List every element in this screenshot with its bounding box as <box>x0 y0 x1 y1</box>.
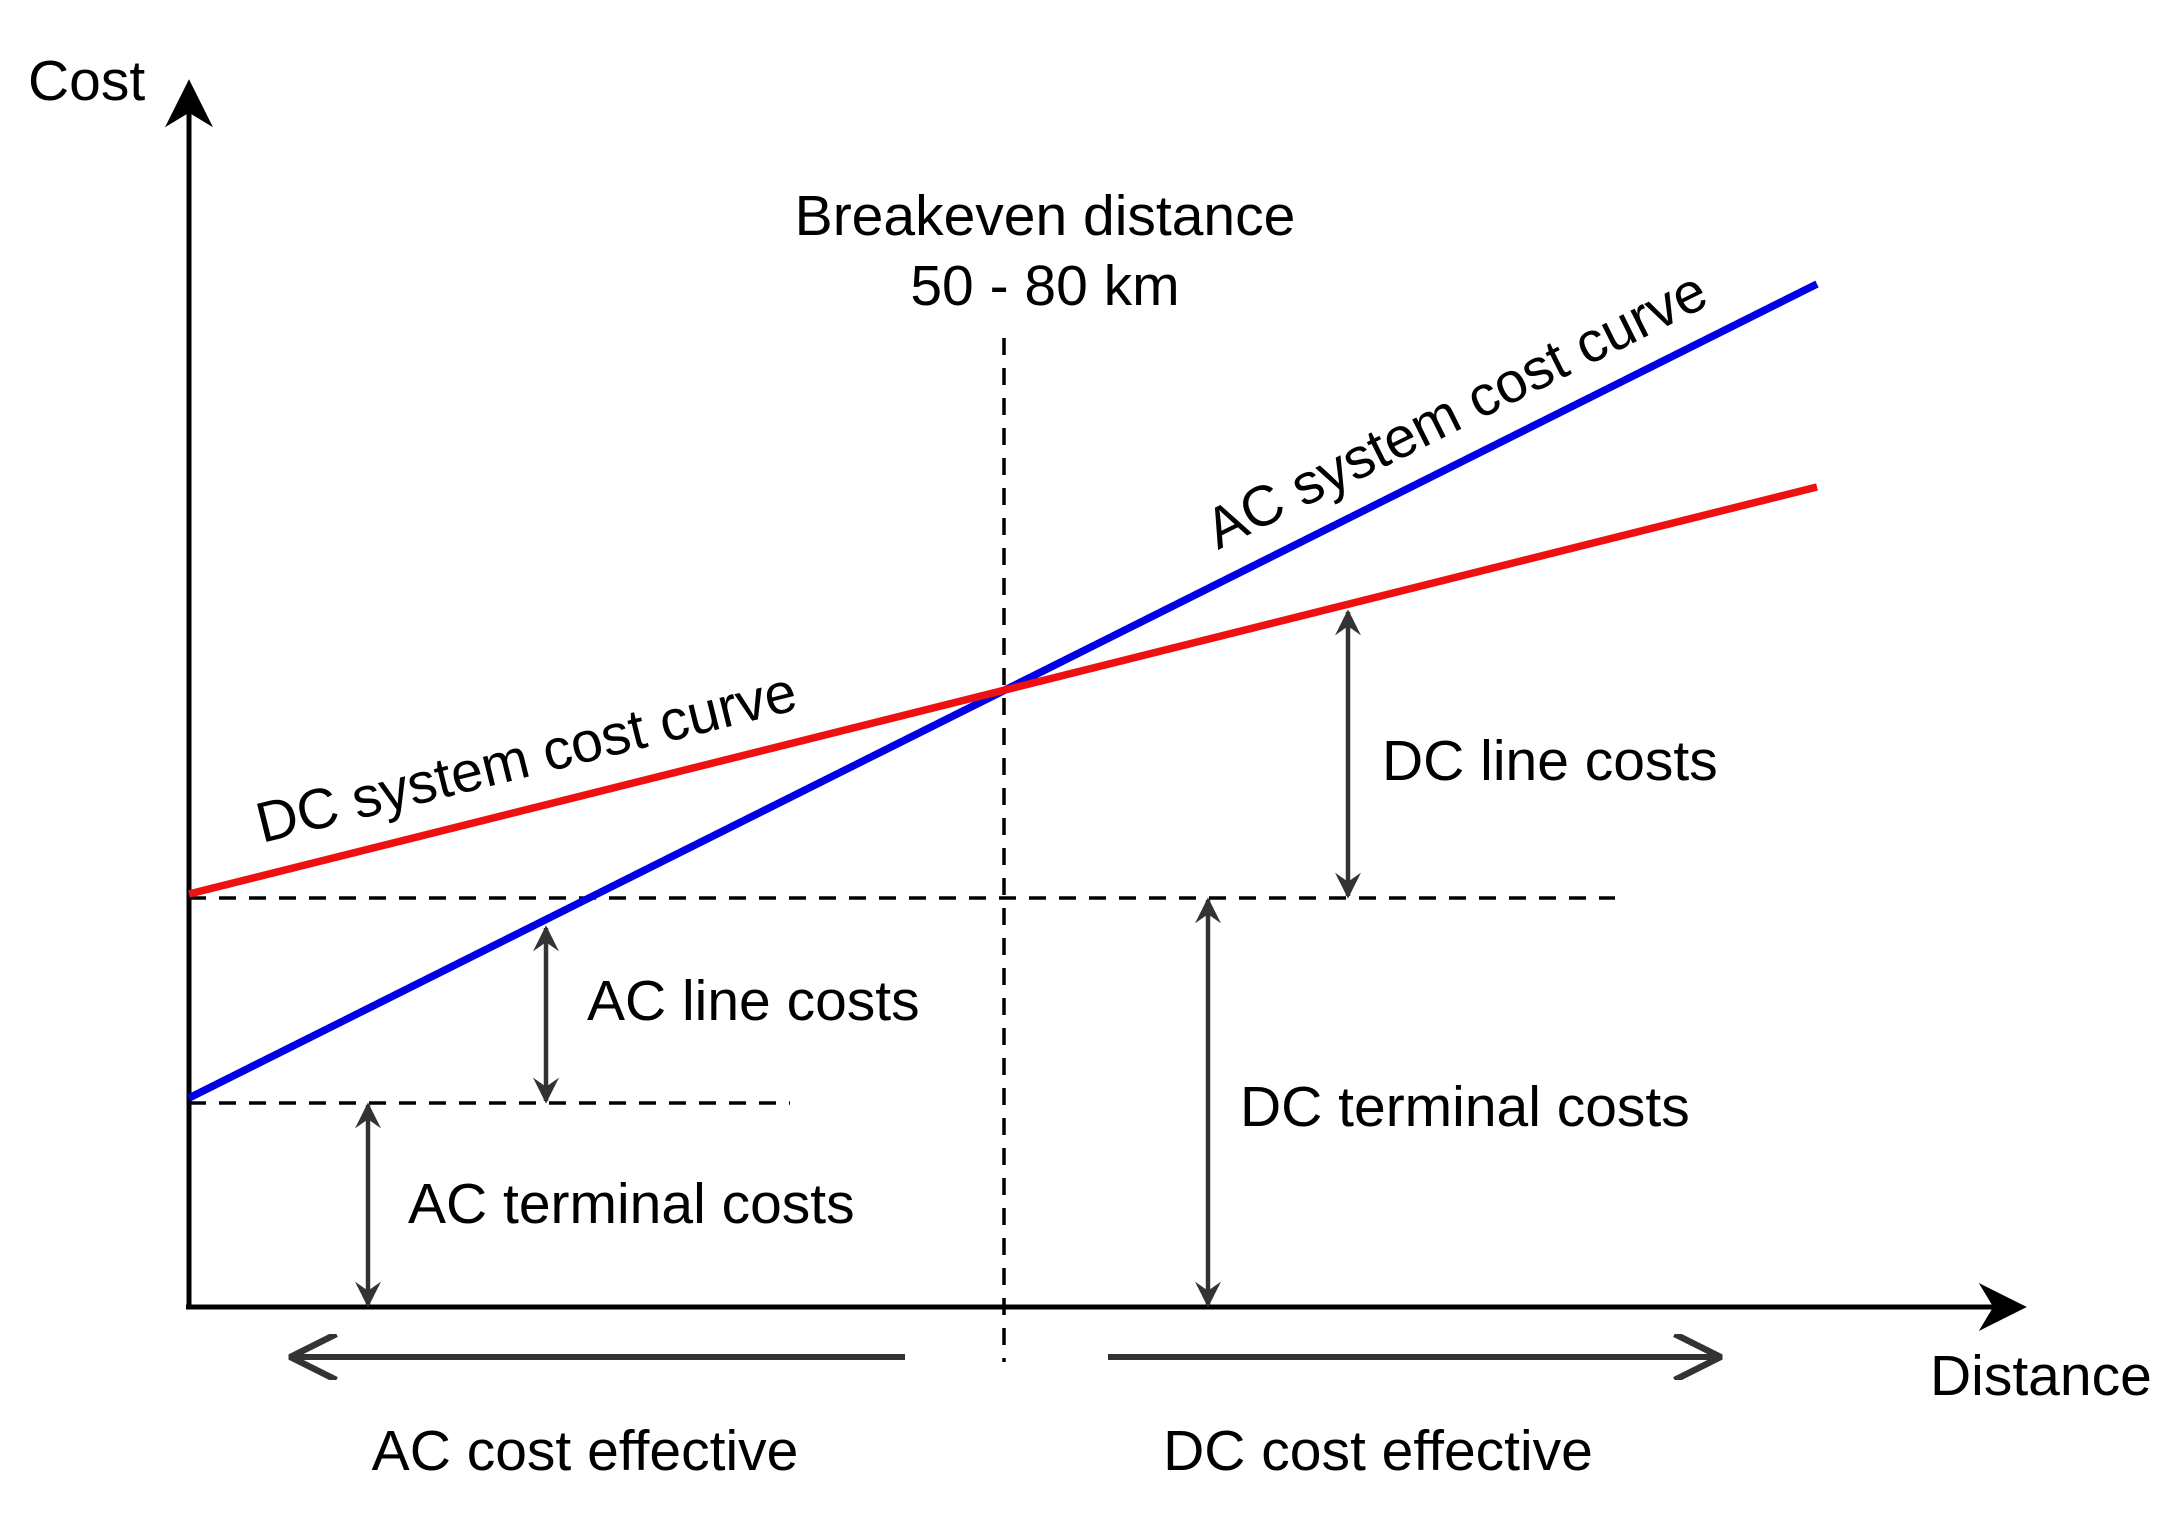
dc-line-costs-label: DC line costs <box>1382 729 1718 793</box>
ac-line-costs-label: AC line costs <box>587 969 920 1033</box>
x-axis-label: Distance <box>1930 1344 2152 1408</box>
breakeven-title: Breakeven distance <box>795 184 1296 248</box>
ac-terminal-costs-label: AC terminal costs <box>408 1172 855 1236</box>
dc-effective-label: DC cost effective <box>1163 1419 1593 1483</box>
y-axis-label: Cost <box>28 49 145 113</box>
dc-terminal-costs-label: DC terminal costs <box>1240 1075 1690 1139</box>
ac-curve-label: AC system cost curve <box>1195 258 1717 561</box>
breakeven-range: 50 - 80 km <box>910 254 1179 318</box>
ac-effective-label: AC cost effective <box>372 1419 799 1483</box>
dc-system-cost-curve <box>188 483 1818 898</box>
